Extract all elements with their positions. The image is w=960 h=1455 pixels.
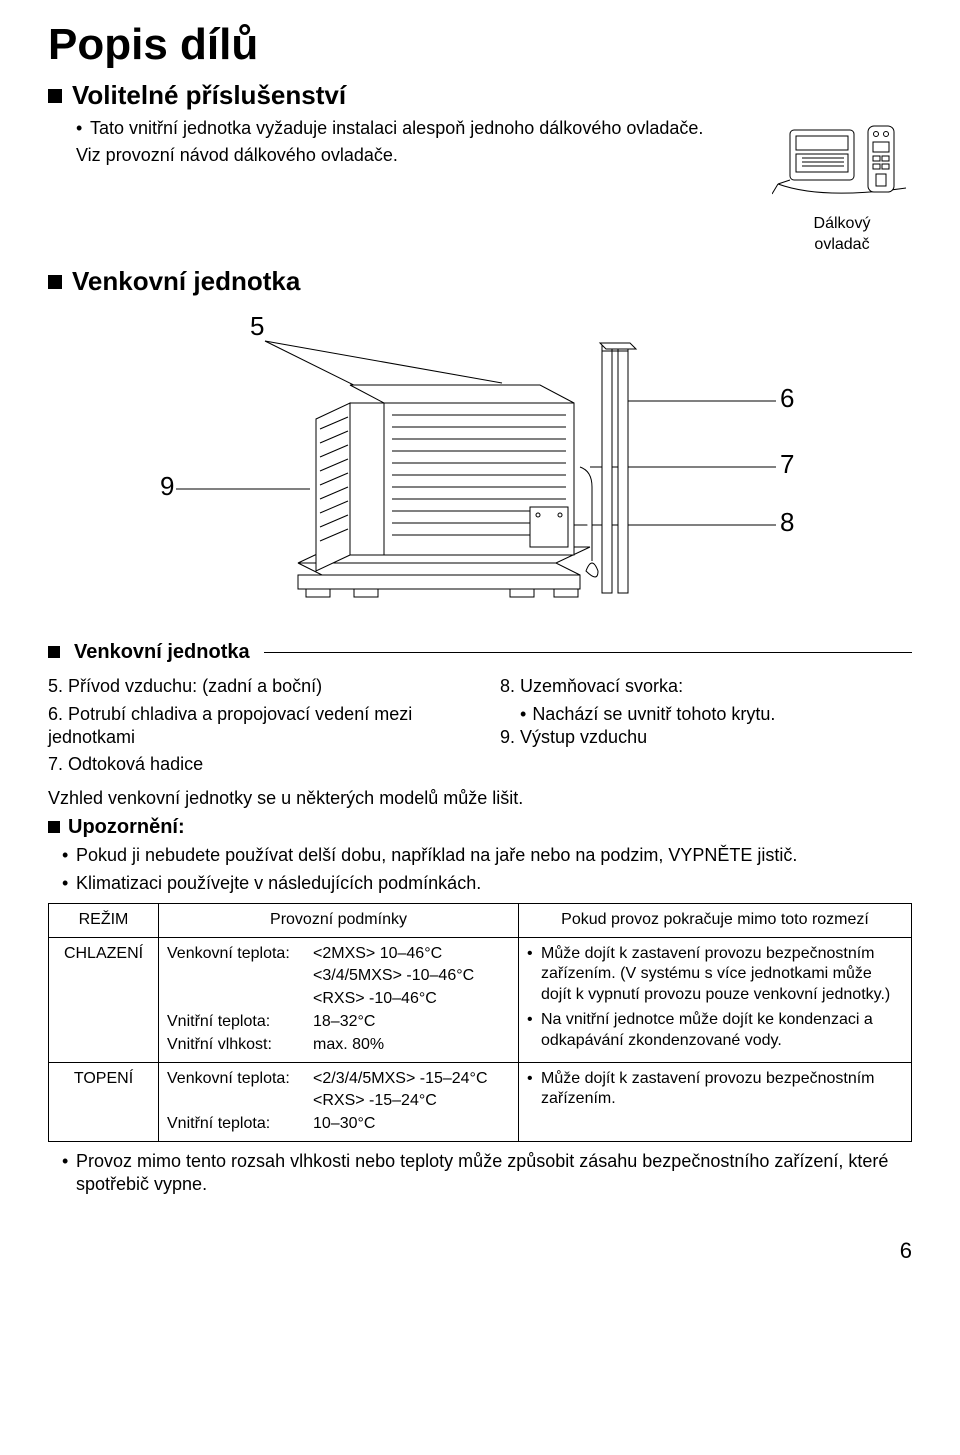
square-bullet-icon	[48, 275, 62, 289]
out-cooling-b1: Může dojít k zastavení provozu bezpečnos…	[527, 944, 903, 1006]
lbl-it: Vnitřní teplota:	[167, 1012, 307, 1033]
cond-cooling: Venkovní teplota: <2MXS> 10–46°C <3/4/5M…	[159, 937, 519, 1062]
out-cooling-b2: Na vnitřní jednotce může dojít ke konden…	[527, 1010, 903, 1052]
section-optional-heading: Volitelné příslušenství	[48, 79, 912, 113]
list-item-8: 8. Uzemňovací svorka:	[500, 675, 912, 698]
val-ih: max. 80%	[313, 1035, 510, 1056]
page-number: 6	[48, 1237, 912, 1266]
warning-item-2: Klimatizaci používejte v následujících p…	[62, 872, 912, 895]
footer-note: Provoz mimo tento rozsah vlhkosti nebo t…	[62, 1150, 912, 1197]
diagram-label-9: 9	[160, 471, 174, 501]
warning-heading-text: Upozornění:	[68, 814, 185, 840]
diagram-label-5: 5	[250, 311, 264, 341]
val2-ot2: <RXS> -15–24°C	[313, 1091, 510, 1112]
page-title: Popis dílů	[48, 16, 912, 73]
val-it: 18–32°C	[313, 1012, 510, 1033]
square-bullet-icon	[48, 821, 60, 833]
section-outdoor-heading: Venkovní jednotka	[48, 265, 912, 299]
diagram-label-8: 8	[780, 507, 794, 537]
outdoor-list-heading-row: Venkovní jednotka	[48, 639, 912, 665]
out-cooling: Může dojít k zastavení provozu bezpečnos…	[519, 937, 912, 1062]
th-mode: REŽIM	[49, 903, 159, 937]
appearance-note: Vzhled venkovní jednotky se u některých …	[48, 787, 912, 810]
conditions-table: REŽIM Provozní podmínky Pokud provoz pok…	[48, 903, 912, 1142]
val-ot1: <2MXS> 10–46°C	[313, 944, 510, 965]
outdoor-diagram: 5 9 6 7 8	[48, 307, 912, 627]
table-row-heating: TOPENÍ Venkovní teplota: <2/3/4/5MXS> -1…	[49, 1062, 912, 1141]
th-cond: Provozní podmínky	[159, 903, 519, 937]
optional-bullet-list: Tato vnitřní jednotka vyžaduje instalaci…	[76, 117, 912, 140]
cond-heating: Venkovní teplota: <2/3/4/5MXS> -15–24°C …	[159, 1062, 519, 1141]
table-header-row: REŽIM Provozní podmínky Pokud provoz pok…	[49, 903, 912, 937]
square-bullet-icon	[48, 646, 60, 658]
list-item-6: 6. Potrubí chladiva a propojovací vedení…	[48, 703, 460, 750]
outdoor-list-columns: 5. Přívod vzduchu: (zadní a boční) 6. Po…	[48, 675, 912, 781]
mode-cooling: CHLAZENÍ	[49, 937, 159, 1062]
warning-item-1: Pokud ji nebudete používat delší dobu, n…	[62, 844, 912, 867]
lbl-it2: Vnitřní teplota:	[167, 1114, 307, 1135]
diagram-label-6: 6	[780, 383, 794, 413]
diagram-label-7: 7	[780, 449, 794, 479]
outdoor-unit-icon: 5 9 6 7 8	[100, 307, 860, 627]
val2-ot1: <2/3/4/5MXS> -15–24°C	[313, 1069, 510, 1090]
remote-label-2: ovladač	[814, 235, 869, 256]
heading-text: Venkovní jednotka	[72, 265, 300, 299]
warning-heading: Upozornění:	[48, 814, 912, 840]
square-bullet-icon	[48, 89, 62, 103]
list-item-9: 9. Výstup vzduchu	[500, 726, 912, 749]
list-item-7: 7. Odtoková hadice	[48, 753, 460, 776]
horizontal-rule	[264, 652, 912, 653]
outdoor-list-heading: Venkovní jednotka	[74, 639, 250, 665]
val2-it: 10–30°C	[313, 1114, 510, 1135]
heading-text: Volitelné příslušenství	[72, 79, 346, 113]
lbl-ih: Vnitřní vlhkost:	[167, 1035, 307, 1056]
val-ot2: <3/4/5MXS> -10–46°C	[313, 966, 510, 987]
list-item-8-sub: Nachází se uvnitř tohoto krytu.	[520, 703, 912, 726]
optional-bullet: Tato vnitřní jednotka vyžaduje instalaci…	[76, 117, 912, 140]
warning-list: Pokud ji nebudete používat delší dobu, n…	[62, 844, 912, 895]
table-row-cooling: CHLAZENÍ Venkovní teplota: <2MXS> 10–46°…	[49, 937, 912, 1062]
lbl-ot: Venkovní teplota:	[167, 944, 307, 965]
out-heating: Může dojít k zastavení provozu bezpečnos…	[519, 1062, 912, 1141]
val-ot3: <RXS> -10–46°C	[313, 989, 510, 1010]
th-out: Pokud provoz pokračuje mimo toto rozmezí	[519, 903, 912, 937]
remote-label-1: Dálkový	[814, 214, 871, 235]
lbl-ot2: Venkovní teplota:	[167, 1069, 307, 1090]
out-heating-b1: Může dojít k zastavení provozu bezpečnos…	[527, 1069, 903, 1111]
list-item-5: 5. Přívod vzduchu: (zadní a boční)	[48, 675, 460, 698]
mode-heating: TOPENÍ	[49, 1062, 159, 1141]
